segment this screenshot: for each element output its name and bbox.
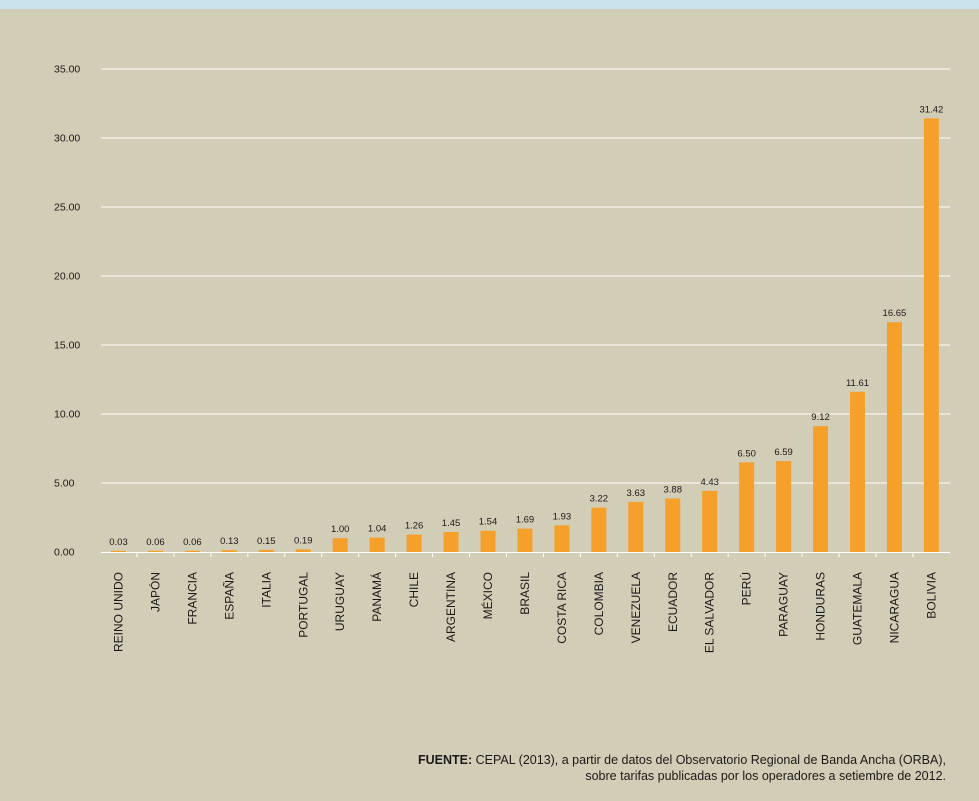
x-tick-label: PANAMÁ bbox=[369, 572, 384, 622]
y-axis-ticks: 0.00 5.00 10.00 15.00 20.00 25.00 30.00 35.00 bbox=[54, 64, 80, 559]
x-axis-labels: REINO UNIDO JAPÓN FRANCIA ESPAÑA ITALIA PORTU… bbox=[112, 572, 939, 653]
value-label: 1.26 bbox=[405, 521, 424, 532]
value-label: 6.59 bbox=[774, 447, 793, 458]
x-tick-label: REINO UNIDO bbox=[112, 572, 126, 652]
x-tick-label: PERÚ bbox=[739, 572, 754, 605]
value-label: 0.15 bbox=[257, 536, 276, 547]
x-tick-label: ESPAÑA bbox=[222, 572, 236, 620]
x-tick-label: COSTA RICA bbox=[555, 572, 569, 644]
bar bbox=[554, 525, 570, 552]
x-tick-label: BRASIL bbox=[518, 572, 532, 615]
bar bbox=[628, 501, 644, 552]
top-band bbox=[0, 0, 979, 9]
value-label: 9.12 bbox=[811, 412, 830, 423]
x-tick-label: ARGENTINA bbox=[444, 572, 458, 642]
source-note: FUENTE: CEPAL (2013), a partir de datos … bbox=[418, 752, 946, 784]
bar bbox=[813, 426, 829, 552]
value-label: 11.61 bbox=[846, 378, 869, 389]
value-labels: 0.03 0.06 0.06 0.13 0.15 0.19 1.00 1.04 1.26 1.45… bbox=[109, 104, 943, 547]
source-line-1: CEPAL (2013), a partir de datos del Obse… bbox=[472, 753, 946, 767]
x-tick-label: URUGUAY bbox=[333, 572, 347, 631]
bars bbox=[111, 118, 939, 553]
y-tick-label: 10.00 bbox=[54, 409, 80, 421]
value-label: 0.06 bbox=[146, 537, 165, 548]
bar bbox=[702, 490, 718, 552]
x-tick-label: BOLIVIA bbox=[924, 572, 938, 619]
bar bbox=[184, 550, 200, 552]
bar bbox=[221, 550, 237, 552]
x-tick-label: PORTUGAL bbox=[296, 572, 310, 638]
value-label: 1.93 bbox=[553, 511, 572, 522]
value-label: 31.42 bbox=[920, 104, 944, 115]
y-tick-label: 30.00 bbox=[54, 133, 80, 145]
source-line-2: sobre tarifas publicadas por los operado… bbox=[585, 769, 946, 783]
value-label: 0.03 bbox=[109, 537, 128, 548]
bar-chart: 0.00 5.00 10.00 15.00 20.00 25.00 30.00 35.00 0… bbox=[54, 64, 950, 653]
value-label: 4.43 bbox=[700, 477, 719, 488]
x-tick-label: PARAGUAY bbox=[777, 572, 791, 637]
bar bbox=[886, 322, 902, 552]
bar bbox=[517, 528, 533, 552]
value-label: 3.88 bbox=[664, 484, 683, 495]
x-tick-label: EL SALVADOR bbox=[703, 572, 717, 653]
bar bbox=[147, 550, 163, 552]
y-tick-label: 25.00 bbox=[54, 202, 80, 214]
value-label: 16.65 bbox=[883, 308, 907, 319]
value-label: 1.54 bbox=[479, 517, 498, 528]
value-label: 0.06 bbox=[183, 537, 202, 548]
bar bbox=[665, 498, 681, 552]
source-label: FUENTE: bbox=[417, 753, 473, 767]
x-tick-label: MÉXICO bbox=[480, 572, 495, 619]
bar bbox=[923, 118, 939, 553]
value-label: 1.45 bbox=[442, 518, 461, 529]
x-tick-label: JAPÓN bbox=[147, 572, 162, 612]
value-label: 0.13 bbox=[220, 536, 239, 547]
bar bbox=[591, 507, 607, 552]
x-tick-label: ITALIA bbox=[259, 572, 273, 608]
y-tick-label: 35.00 bbox=[54, 64, 80, 76]
chart-panel: 0.00 5.00 10.00 15.00 20.00 25.00 30.00 35.00 0… bbox=[0, 9, 979, 801]
x-tick-label: GUATEMALA bbox=[851, 572, 865, 645]
value-label: 1.04 bbox=[368, 524, 387, 535]
bar bbox=[406, 534, 422, 552]
x-tick-label: CHILE bbox=[407, 572, 421, 607]
x-tick-label: VENEZUELA bbox=[629, 572, 643, 643]
value-label: 3.63 bbox=[627, 488, 646, 499]
x-tick-label: NICARAGUA bbox=[887, 572, 901, 643]
bar bbox=[480, 530, 496, 552]
y-tick-label: 20.00 bbox=[54, 271, 80, 283]
bar bbox=[258, 549, 274, 552]
bar bbox=[443, 531, 459, 552]
x-tick-label: HONDURAS bbox=[814, 572, 828, 641]
bar bbox=[739, 462, 755, 552]
x-tick-label: FRANCIA bbox=[185, 572, 199, 625]
value-label: 0.19 bbox=[294, 535, 313, 546]
bar bbox=[369, 537, 385, 552]
gridlines bbox=[101, 68, 950, 557]
value-label: 1.69 bbox=[516, 515, 535, 526]
bar bbox=[111, 550, 126, 552]
bar bbox=[776, 461, 792, 552]
value-label: 6.50 bbox=[737, 448, 756, 459]
bar bbox=[850, 391, 865, 552]
y-tick-label: 15.00 bbox=[54, 340, 80, 352]
x-tick-label: ECUADOR bbox=[666, 572, 680, 632]
bar bbox=[332, 538, 348, 552]
y-tick-label: 5.00 bbox=[54, 478, 75, 490]
x-tick-label: COLOMBIA bbox=[592, 572, 606, 635]
bar bbox=[295, 549, 311, 552]
value-label: 1.00 bbox=[331, 524, 350, 535]
y-tick-label: 0.00 bbox=[54, 547, 75, 559]
value-label: 3.22 bbox=[590, 494, 609, 505]
